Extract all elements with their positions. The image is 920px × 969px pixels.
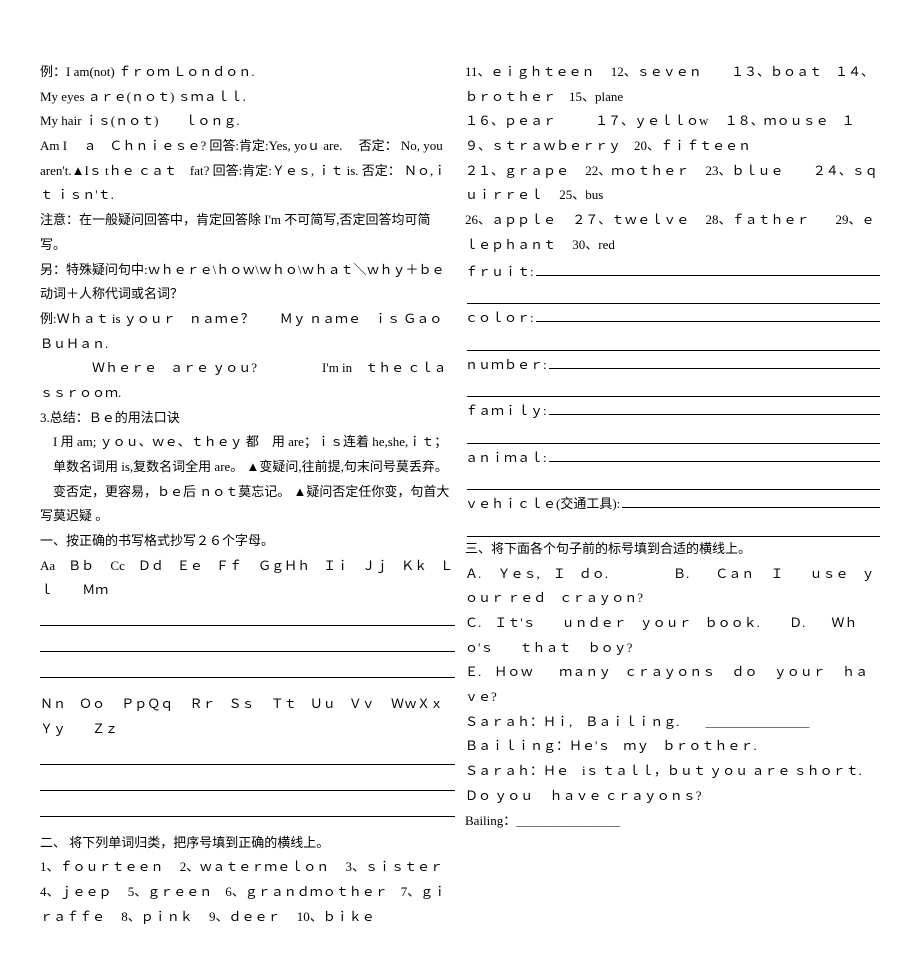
example-5: Ｗｈｅｒｅ ａｒｅ ｙｏｕ? I'm in ｔｈｅ ｃｌａｓｓｒｏｏｍ. xyxy=(40,356,455,405)
category-vehicle: ｖｅｈｉｃｌｅ(交通工具): xyxy=(465,492,880,517)
words-1: 1、ｆｏｕｒｔｅｅｎ 2、ｗａｔｅｒｍｅｌｏｎ 3、ｓｉｓｔｅｒ 4、ｊｅｅｐ … xyxy=(40,855,455,929)
writing-lines-2 xyxy=(40,744,455,817)
words-4: ２１、ｇｒａｐｅ 22、ｍｏｔｈｅｒ 23、ｂｌｕｅ ２４、ｓｑｕｉｒｒｅｌ 2… xyxy=(465,159,880,208)
choice-c: Ｃ. Ｉｔ'ｓ ｕｎｄｅｒ ｙｏｕｒ ｂｏｏｋ. Ｄ. Ｗｈｏ'ｓ ｔｈａｔ ｂ… xyxy=(465,611,880,660)
letters-row-2: Ｎｎ Ｏｏ ＰｐＱｑ Ｒｒ Ｓｓ Ｔｔ Ｕｕ Ｖｖ ＷｗＸｘ Ｙｙ Ｚｚ xyxy=(40,692,455,741)
writing-line[interactable] xyxy=(40,605,455,626)
blank-line[interactable] xyxy=(622,494,880,508)
writing-line[interactable] xyxy=(40,631,455,652)
right-column: 11、ｅｉｇｈｔｅｅｎ 12、ｓｅｖｅｎ １３、ｂｏａｔ １４、ｂｒｏｔｈｅｒ … xyxy=(465,60,880,929)
writing-line[interactable] xyxy=(40,657,455,678)
blank-line[interactable] xyxy=(467,519,880,537)
blank-line[interactable] xyxy=(467,426,880,444)
cat-label-family: ｆａｍｉｌｙ: xyxy=(465,399,547,424)
dialog-3: Ｓａｒａｈ：Ｈｅ iｓ ｔａｌｌ，ｂｕｔ ｙｏｕ ａｒｅ ｓｈｏｒｔ. Ｄｏ ｙ… xyxy=(465,759,880,808)
writing-lines-1 xyxy=(40,605,455,678)
category-family: ｆａｍｉｌｙ: xyxy=(465,399,880,424)
cat-label-fruit: ｆｒｕｉｔ: xyxy=(465,260,534,285)
blank-line[interactable] xyxy=(536,308,880,322)
blank-line[interactable] xyxy=(467,379,880,397)
blank-line[interactable] xyxy=(467,286,880,304)
cat-label-number: ｎｕｍｂｅｒ: xyxy=(465,353,547,378)
writing-line[interactable] xyxy=(40,744,455,765)
writing-line[interactable] xyxy=(40,770,455,791)
cat-label-color: ｃｏｌｏｒ: xyxy=(465,306,534,331)
category-number: ｎｕｍｂｅｒ: xyxy=(465,353,880,378)
category-fruit: ｆｒｕｉｔ: xyxy=(465,260,880,285)
dialog-1: Ｓａｒａｈ：Ｈｉ, Ｂａｉｌｉｎｇ. ＿＿＿＿＿＿＿＿ xyxy=(465,710,880,735)
blank-line[interactable] xyxy=(467,473,880,491)
cat-label-animal: ａｎｉｍａｌ: xyxy=(465,446,547,471)
example-3: My hair ｉｓ(ｎｏｔ) ｌｏｎｇ. xyxy=(40,109,455,134)
task1-title: 一、按正确的书写格式抄写２６个字母。 xyxy=(40,529,455,554)
example-2: My eyes ａｒｅ(ｎｏｔ) ｓｍａｌｌ. xyxy=(40,85,455,110)
words-5: 26、ａｐｐｌｅ ２７、ｔｗｅｌｖｅ 28、ｆａｔｈｅｒ 29、ｅｌｅｐｈａｎｔ… xyxy=(465,208,880,257)
left-column: 例：I am(not) ｆｒｏｍ Ｌｏｎｄｏｎ. My eyes ａｒｅ(ｎｏｔ… xyxy=(40,60,455,929)
choice-e: Ｅ. Ｈｏｗ ｍａｎｙ ｃｒａｙｏｎｓ ｄｏ ｙｏｕｒ ｈａｖｅ? xyxy=(465,660,880,709)
category-color: ｃｏｌｏｒ: xyxy=(465,306,880,331)
blank-line[interactable] xyxy=(549,401,880,415)
summary-2: 单数名词用 is,复数名词全用 are。 ▲变疑问,往前提,句末问号莫丢弃。 xyxy=(40,455,455,480)
blank-line[interactable] xyxy=(467,333,880,351)
words-3: １６、ｐｅａｒ １７、ｙｅｌｌｏw １８、ｍｏｕｓｅ １９、ｓｔｒａｗｂｅｒｒｙ… xyxy=(465,109,880,158)
example-label: 例： xyxy=(40,64,66,79)
blank-line[interactable] xyxy=(536,262,880,276)
task2-title: 二、 将下列单词归类，把序号填到正确的横线上。 xyxy=(40,831,455,856)
note-2: 另：特殊疑问句中:ｗｈｅｒｅ\ｈｏｗ\ｗｈｏ\ｗｈａｔ＼ｗｈｙ＋ｂｅ动词＋人称代… xyxy=(40,258,455,307)
page: 例：I am(not) ｆｒｏｍ Ｌｏｎｄｏｎ. My eyes ａｒｅ(ｎｏｔ… xyxy=(40,60,880,929)
summary-title: 3.总结：Ｂｅ的用法口诀 xyxy=(40,406,455,431)
summary-3: 变否定，更容易，ｂｅ后 ｎｏｔ莫忘记。 ▲疑问否定任你变，句首大写莫迟疑 。 xyxy=(40,480,455,529)
task3-title: 三、将下面各个句子前的标号填到合适的横线上。 xyxy=(465,537,880,562)
question-1: Am I ａ Ｃｈｎｉｅｓｅ? 回答:肯定:Yes, yoｕ are. 否定： … xyxy=(40,134,455,208)
summary-1: I 用 am; ｙｏｕ、ｗｅ、ｔｈｅｙ 都 用 are；ｉｓ连着 he,she,… xyxy=(40,430,455,455)
blank-line[interactable] xyxy=(549,448,880,462)
writing-line[interactable] xyxy=(40,796,455,817)
words-2: 11、ｅｉｇｈｔｅｅｎ 12、ｓｅｖｅｎ １３、ｂｏａｔ １４、ｂｒｏｔｈｅｒ … xyxy=(465,60,880,109)
choice-a: Ａ. Ｙｅｓ, Ｉ ｄｏ. Ｂ. Ｃａｎ Ｉ ｕｓｅ ｙｏｕｒ ｒｅｄ ｃｒａｙ… xyxy=(465,562,880,611)
example-line-1: 例：I am(not) ｆｒｏｍ Ｌｏｎｄｏｎ. xyxy=(40,60,455,85)
dialog-4: Bailing：＿＿＿＿＿＿＿＿ xyxy=(465,809,880,834)
dialog-2: Ｂａｉｌｉｎｇ：Ｈｅ'ｓ ｍｙ ｂｒｏｔｈｅｒ. xyxy=(465,734,880,759)
example-4: 例:Ｗｈａｔ is ｙｏｕｒ ｎａｍｅ？ Ｍｙ ｎａｍｅ ｉｓ ＧａｏＢｕＨａｎ… xyxy=(40,307,455,356)
example-1: I am(not) ｆｒｏｍ Ｌｏｎｄｏｎ. xyxy=(66,64,254,79)
blank-line[interactable] xyxy=(549,355,880,369)
category-animal: ａｎｉｍａｌ: xyxy=(465,446,880,471)
cat-label-vehicle: ｖｅｈｉｃｌｅ(交通工具): xyxy=(465,492,620,517)
note-1: 注意：在一般疑问回答中，肯定回答除 I'm 不可简写,否定回答均可简写。 xyxy=(40,208,455,257)
letters-row-1: Aa Ｂｂ Cc Ｄｄ Ｅｅ Ｆｆ ＧｇＨｈ Ｉｉ Ｊｊ Ｋｋ Ｌｌ Ｍｍ xyxy=(40,554,455,603)
